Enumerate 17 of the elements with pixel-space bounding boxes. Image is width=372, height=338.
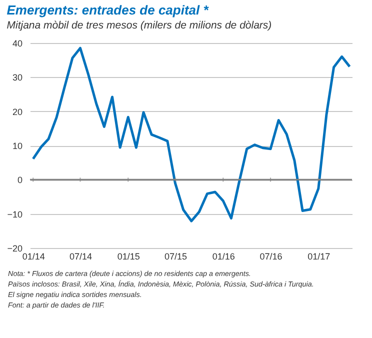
x-tick-label: 01/15 — [117, 252, 140, 262]
y-tick-label: 0 — [17, 175, 22, 186]
y-tick-label: −20 — [7, 244, 22, 254]
chart-subtitle: Mitjana mòbil de tres mesos (milers de milions de dòlars) — [6, 20, 272, 32]
y-tick-label: 30 — [12, 72, 22, 83]
y-tick-label: 20 — [12, 106, 22, 117]
chart-title: Emergents: entrades de capital * — [6, 2, 210, 18]
line-series — [32, 46, 351, 222]
y-tick-label: 10 — [12, 141, 22, 151]
x-tick-label: 07/15 — [164, 252, 188, 262]
y-tick-label: −10 — [7, 209, 22, 220]
x-tick-label: 01/17 — [308, 252, 330, 262]
x-tick-label: 07/16 — [260, 252, 282, 262]
x-tick-label: 07/14 — [69, 252, 92, 262]
y-tick-label: 40 — [12, 38, 22, 48]
x-tick-label: 01/16 — [212, 252, 235, 262]
x-tick-label: 01/14 — [22, 252, 45, 262]
